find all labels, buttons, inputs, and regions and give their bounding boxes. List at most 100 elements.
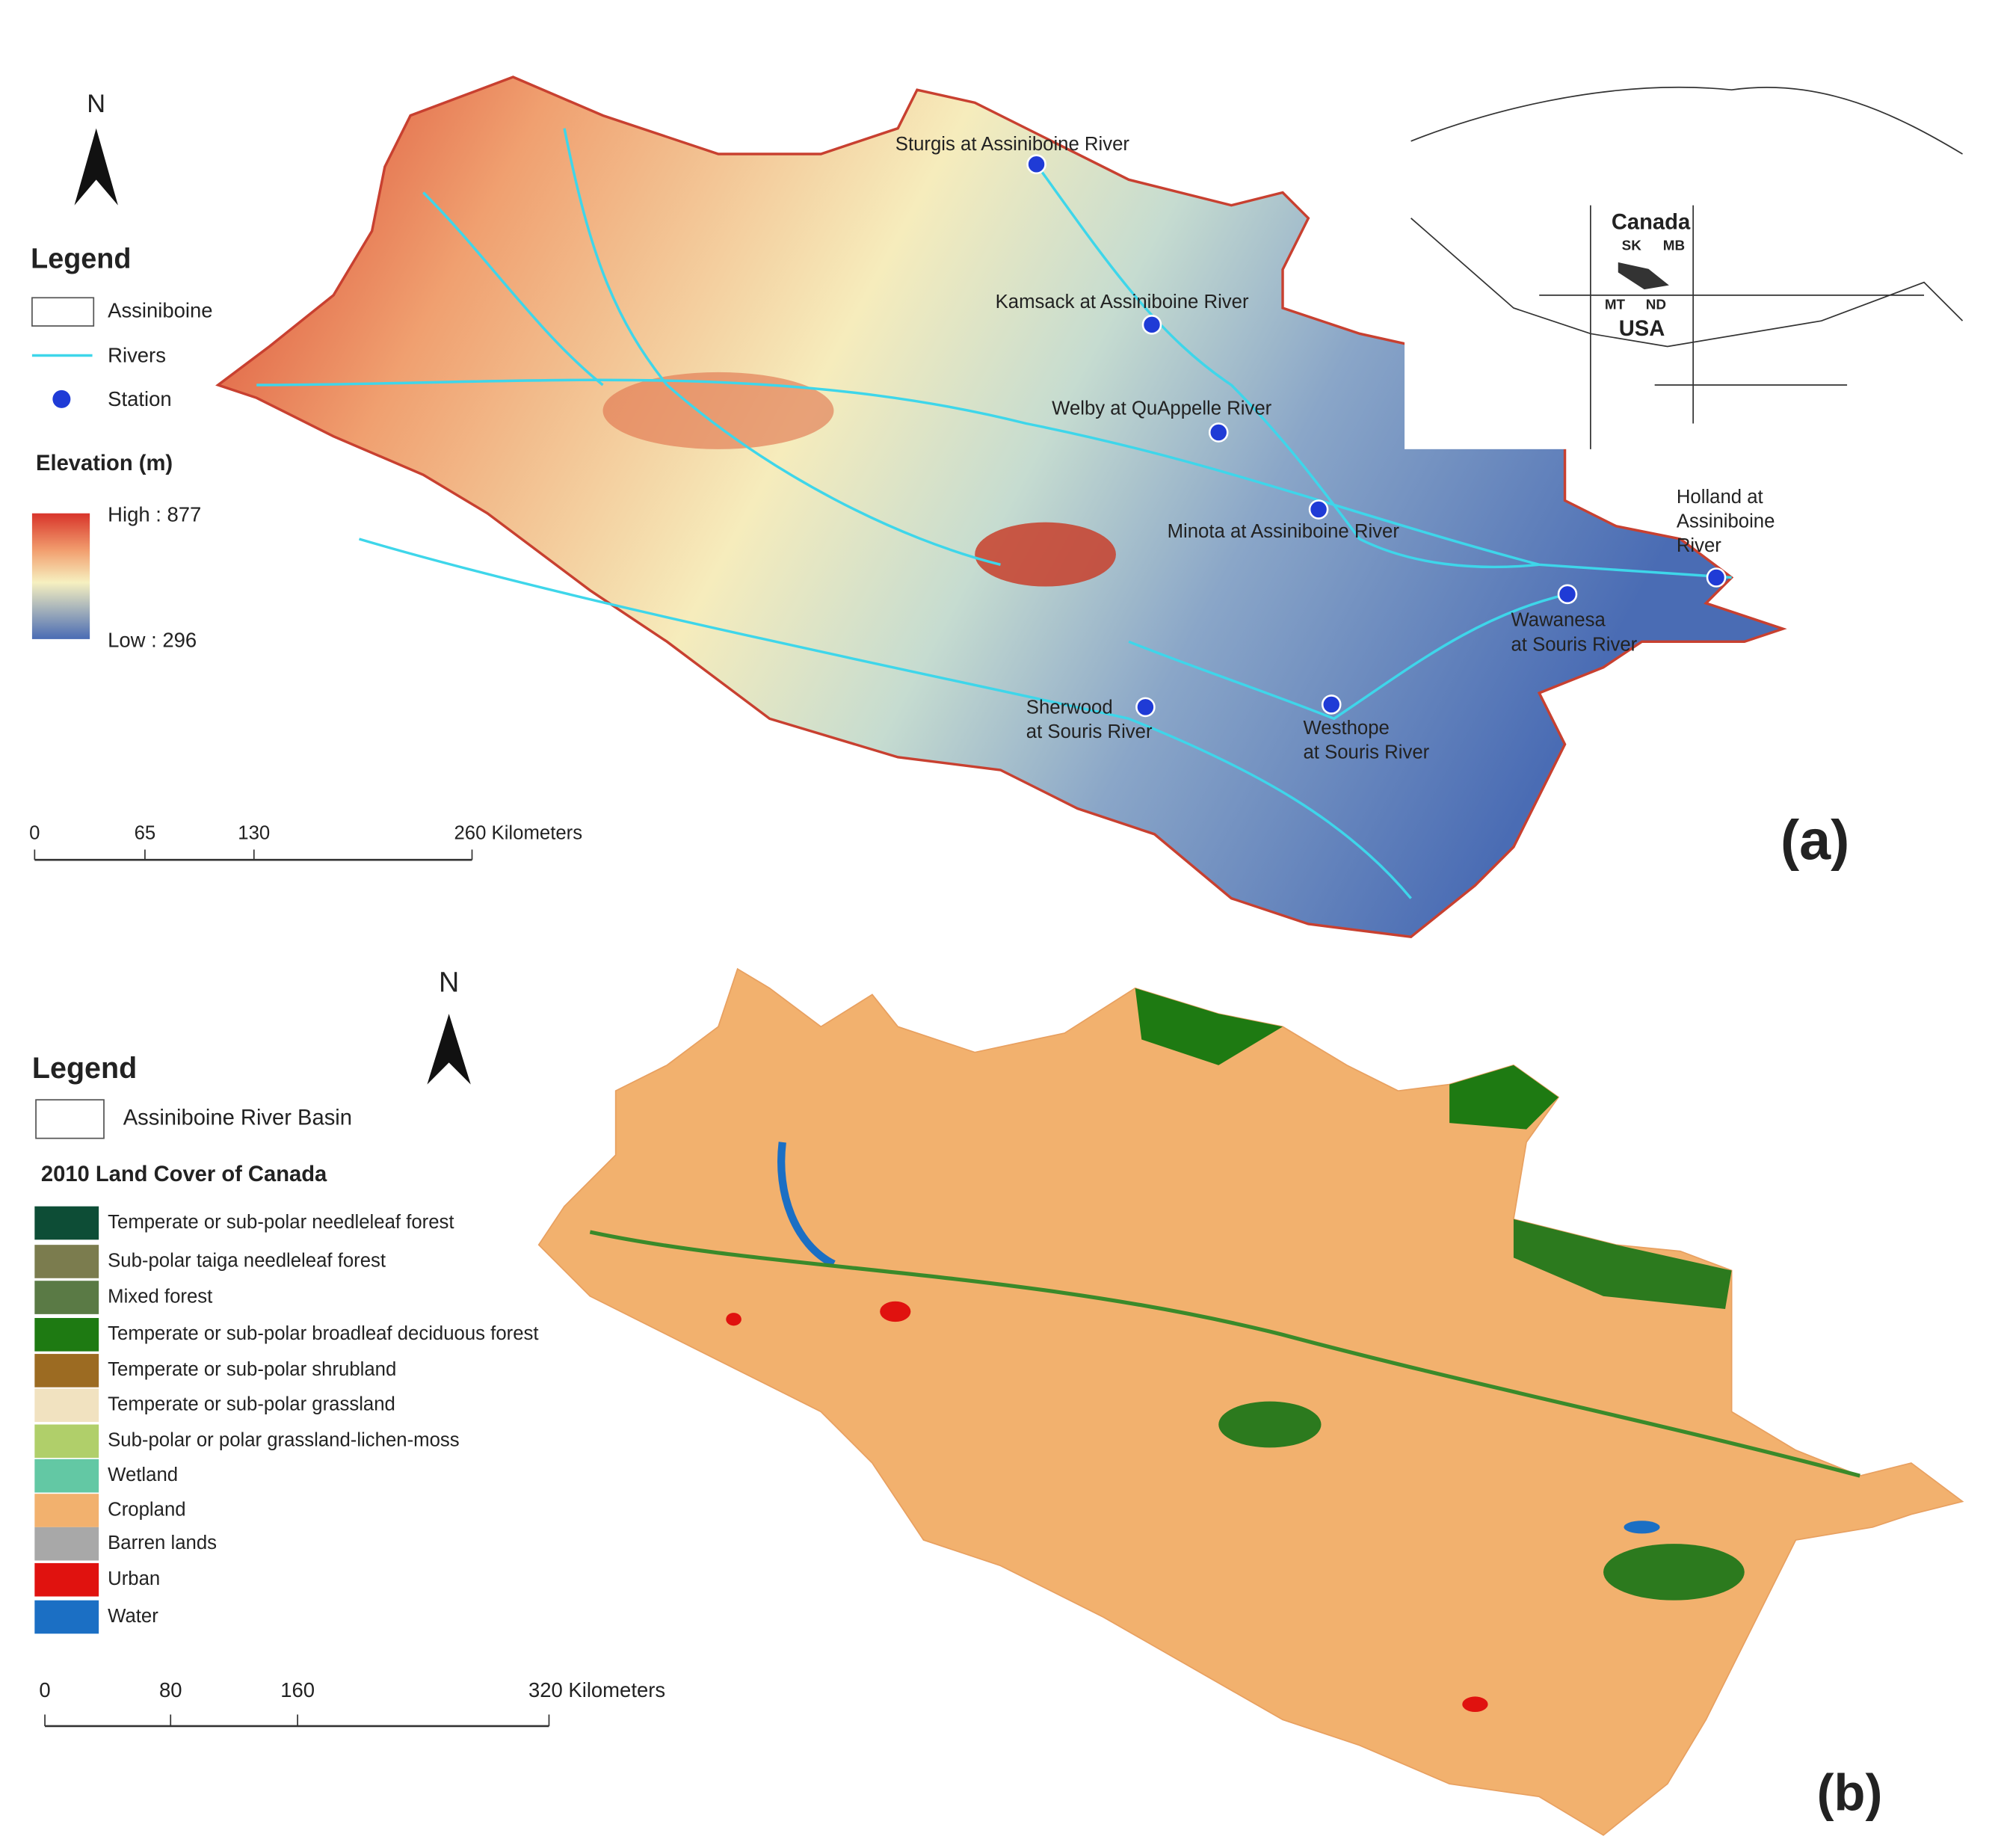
legend-item: Assiniboine River Basin [123,1106,352,1130]
legend-item: Urban [108,1568,160,1589]
station-label: Westhope [1303,718,1389,739]
station [1026,154,1046,175]
legend-swatch [34,1318,99,1352]
river [563,128,1001,566]
legend-item: Temperate or sub-polar grassland [108,1394,395,1415]
highland [602,372,834,449]
forest [1218,1401,1322,1448]
scale-label: 65 [135,823,156,844]
legend-title: Legend [31,242,131,274]
north-arrow [427,1014,471,1085]
legend-item: Temperate or sub-polar broadleaf deciduo… [108,1323,538,1344]
station-label: Assiniboine [1677,511,1775,532]
legend-item: Temperate or sub-polar shrubland [108,1359,396,1380]
legend-swatch [34,1388,99,1423]
elevation-title: Elevation (m) [36,452,173,475]
station-label: Sherwood [1026,697,1113,718]
urban [726,1313,741,1326]
station [1321,694,1342,715]
scale-label: 160 [280,1678,315,1701]
legend-swatch [34,1494,99,1527]
legend-item: Mixed forest [108,1286,212,1307]
highland [975,522,1116,587]
legend-swatch [34,1527,99,1561]
legend-swatch [34,1600,99,1634]
inset-label: MB [1663,238,1685,253]
legend-swatch [34,1354,99,1387]
station [1135,697,1156,718]
panel-label: (b) [1817,1764,1883,1821]
legend-item: Barren lands [108,1533,217,1553]
water [777,1142,836,1268]
river [1128,593,1568,721]
legend-item: Cropland [108,1499,185,1520]
north-arrow [74,128,118,206]
station-label: River [1677,535,1721,556]
rivers [256,128,1732,899]
forest [1449,1065,1558,1130]
station-label: Sturgis at Assiniboine River [895,134,1130,155]
legend-swatch [34,1424,99,1459]
layer: N Legend Assiniboine Rivers Station Elevation… [29,64,1970,1836]
scale-label: 320 Kilometers [528,1678,665,1701]
legend-item: Temperate or sub-polar needleleaf forest [108,1212,454,1233]
station [1557,584,1578,605]
station-label: at Souris River [1303,742,1429,763]
legend-item: Wetland [108,1464,178,1485]
legend-item: Water [108,1606,158,1627]
forest [1513,1219,1732,1309]
station-label: Minota at Assiniboine River [1168,521,1400,542]
urban [880,1301,911,1322]
river [1035,163,1540,569]
legend-title: Legend [32,1052,137,1085]
legend-swatch [34,1562,99,1597]
legend-item: Assiniboine [108,298,212,321]
forest [1135,988,1283,1065]
scale-label: 260 Kilometers [454,823,582,844]
station-swatch [52,389,71,408]
scale-label: 130 [238,823,270,844]
legend-item: Station [108,387,171,410]
basin-swatch [31,297,95,327]
north-label: N [87,90,105,118]
basin-landcover [537,967,1964,1836]
legend-item: Rivers [108,343,166,366]
inset-label: Canada [1612,210,1691,234]
legend-item: Sub-polar taiga needleleaf forest [108,1250,386,1271]
station [1308,499,1329,520]
basin-small [1618,262,1669,290]
inset-label: ND [1646,297,1666,312]
station [1208,422,1229,443]
station [1706,567,1727,588]
river [359,538,1412,899]
water [1624,1521,1660,1534]
inset-outlines [1410,86,1964,449]
inset-label: USA [1619,317,1665,341]
coast [1410,86,1964,449]
inset-label: SK [1622,238,1642,253]
north-label: N [439,967,459,998]
legend-swatch [34,1459,99,1493]
urban [1462,1696,1488,1713]
legend-item: Sub-polar or polar grassland-lichen-moss [108,1430,460,1451]
river [422,191,604,386]
elevation-ramp [31,513,90,639]
panel-label: (a) [1780,810,1849,872]
station-label: Holland at [1677,487,1763,508]
basin-elevation [215,76,1787,938]
station-label: at Souris River [1026,721,1153,742]
river-valley [589,1230,1860,1478]
station-label: Kamsack at Assiniboine River [996,292,1249,312]
legend-swatch [34,1245,99,1278]
inset-map [1405,64,1970,449]
station-label: Wawanesa [1511,610,1606,631]
river [256,378,1732,579]
legend-subtitle: 2010 Land Cover of Canada [41,1162,327,1186]
station-label: Welby at QuAppelle River [1052,398,1272,419]
elevation-low: Low : 296 [108,629,197,652]
basin-swatch [35,1099,105,1139]
scale-label: 80 [159,1678,182,1701]
scale-label: 0 [29,823,40,844]
